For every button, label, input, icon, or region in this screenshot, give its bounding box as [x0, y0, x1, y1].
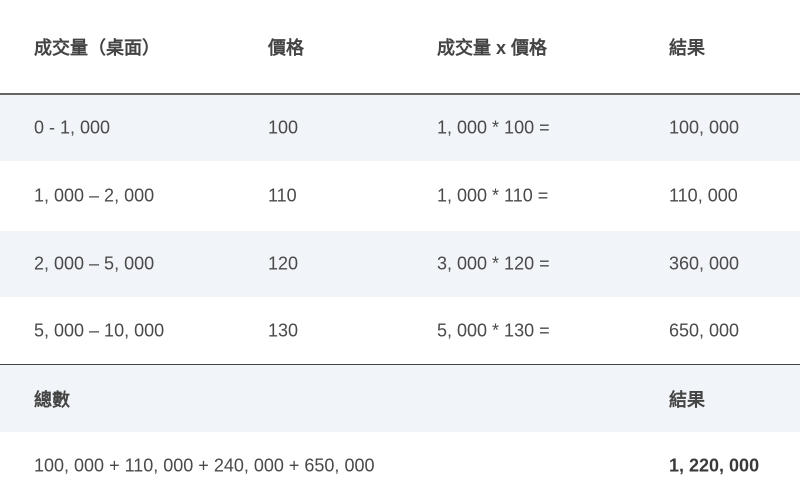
price-cell: 100: [268, 117, 299, 138]
result-cell: 100, 000: [669, 117, 740, 138]
total-result-label: 結果: [669, 389, 705, 410]
price-cell: 120: [268, 253, 299, 274]
table-row: 5, 000 – 10, 000 130 5, 000 * 130 = 650,…: [0, 297, 800, 365]
formula-cell: 1, 000 * 110 =: [437, 185, 549, 206]
formula-cell: 1, 000 * 100 =: [437, 117, 550, 138]
table-row: 0 - 1, 000 100 1, 000 * 100 = 100, 000: [0, 95, 800, 161]
result-cell: 650, 000: [669, 320, 740, 340]
table-header-row: 成交量（桌面） 價格 成交量 x 價格 結果: [0, 0, 800, 95]
volume-cell: 5, 000 – 10, 000: [34, 320, 165, 340]
header-result: 結果: [669, 37, 705, 58]
formula-cell: 3, 000 * 120 =: [437, 253, 550, 274]
result-cell: 360, 000: [669, 253, 740, 274]
volume-cell: 2, 000 – 5, 000: [34, 253, 155, 274]
formula-cell: 5, 000 * 130 =: [437, 320, 550, 340]
header-price: 價格: [268, 37, 304, 58]
total-label: 總數: [34, 389, 70, 410]
volume-cell: 1, 000 – 2, 000: [34, 185, 155, 206]
header-volume: 成交量（桌面）: [34, 37, 160, 58]
price-cell: 110: [268, 185, 297, 206]
total-header-row: 總數 結果: [0, 365, 800, 432]
total-formula: 100, 000 + 110, 000 + 240, 000 + 650, 00…: [34, 455, 375, 476]
price-cell: 130: [268, 320, 299, 340]
table-row: 1, 000 – 2, 000 110 1, 000 * 110 = 110, …: [0, 161, 800, 231]
total-row: 100, 000 + 110, 000 + 240, 000 + 650, 00…: [0, 432, 800, 500]
total-value: 1, 220, 000: [669, 455, 760, 476]
header-volume-x-price: 成交量 x 價格: [437, 37, 548, 58]
table-row: 2, 000 – 5, 000 120 3, 000 * 120 = 360, …: [0, 231, 800, 297]
volume-cell: 0 - 1, 000: [34, 117, 111, 138]
result-cell: 110, 000: [669, 185, 738, 206]
